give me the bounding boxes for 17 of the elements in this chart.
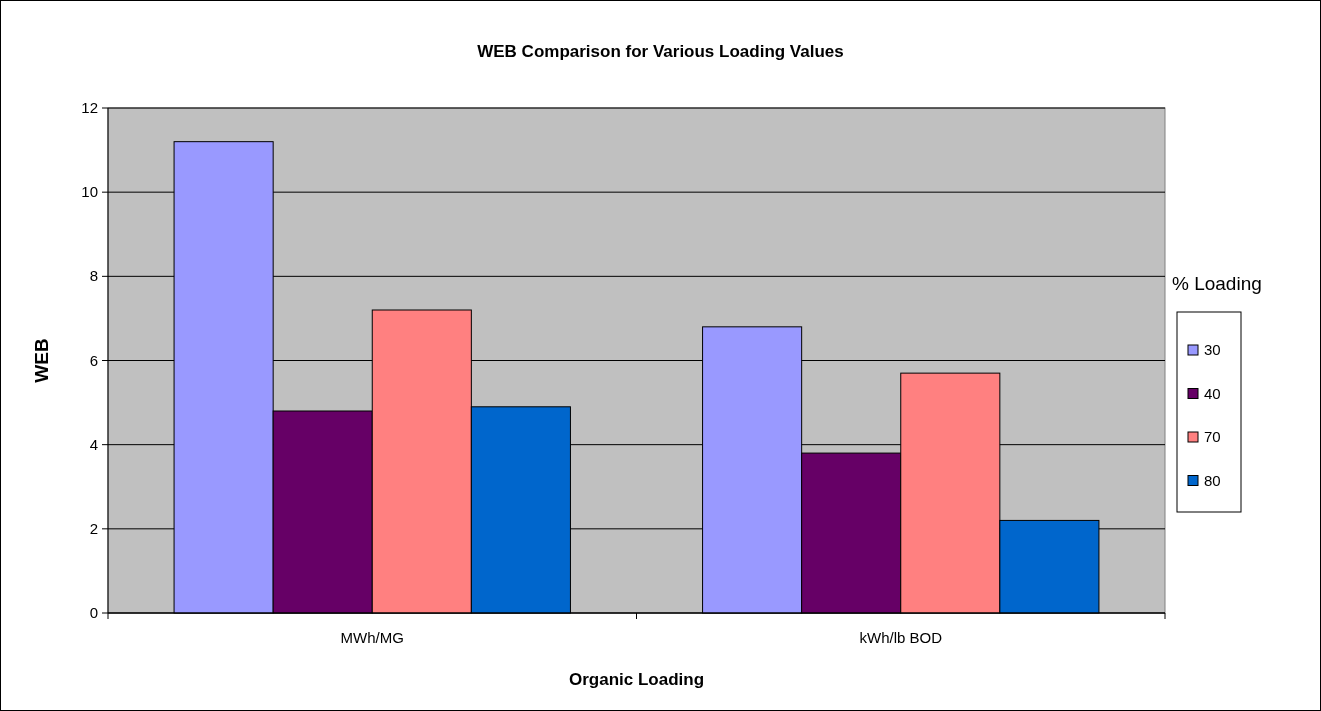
y-tick-label: 12 (81, 99, 98, 116)
y-tick-label: 2 (89, 519, 98, 537)
y-tick-label: 10 (81, 183, 98, 201)
y-axis-title: WEB (31, 338, 52, 383)
y-tick-label: 0 (89, 604, 98, 621)
legend-label: 80 (1204, 471, 1221, 489)
legend-label: 70 (1204, 428, 1221, 445)
legend-label: 40 (1204, 384, 1221, 402)
y-tick-label: 4 (89, 435, 98, 453)
y-tick-label: 6 (89, 351, 98, 369)
legend-label: 30 (1204, 341, 1221, 358)
y-tick-label: 8 (89, 267, 98, 285)
legend-title: % Loading (1172, 273, 1262, 294)
x-tick-label: MWh/MG (340, 629, 404, 646)
chart-title: WEB Comparison for Various Loading Values (477, 42, 844, 61)
x-tick-label: kWh/lb BOD (859, 629, 943, 646)
x-axis-title: Organic Loading (568, 670, 705, 689)
